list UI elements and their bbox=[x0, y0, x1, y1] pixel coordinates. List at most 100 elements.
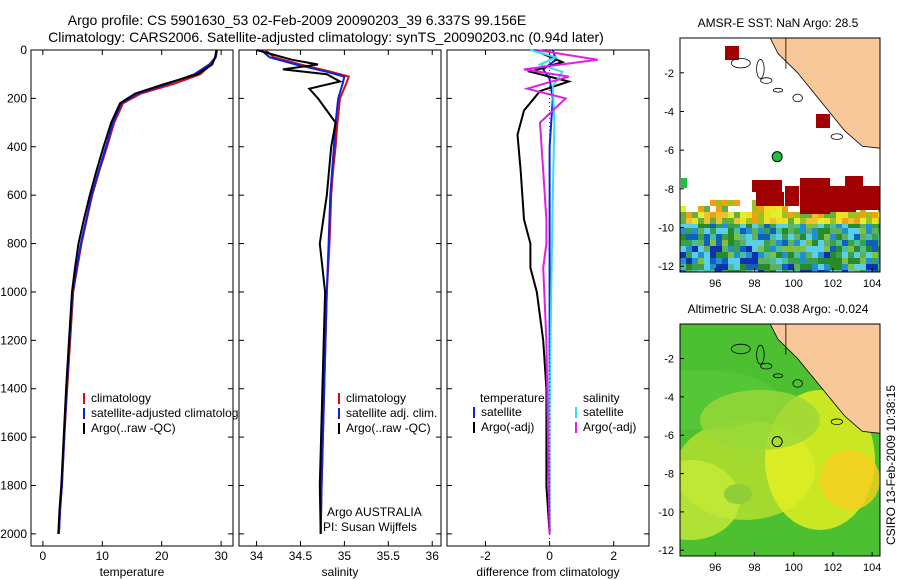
salinity-legend-entry: Argo(..raw -QC) bbox=[346, 421, 431, 435]
sst-cell bbox=[860, 252, 866, 258]
sst-cell bbox=[758, 258, 764, 264]
sst-cell bbox=[764, 228, 770, 234]
sst_map-argo-location-marker bbox=[771, 151, 783, 163]
sst-cell bbox=[788, 228, 794, 234]
sst-cell bbox=[722, 270, 728, 272]
sst-cell bbox=[836, 270, 842, 272]
sst-cell bbox=[722, 264, 728, 270]
sst-cell bbox=[788, 264, 794, 270]
sst-cell bbox=[806, 240, 812, 246]
sst-cell-warm bbox=[818, 212, 824, 218]
salinity-xtick-label: 34 bbox=[250, 549, 264, 563]
sst-cell bbox=[854, 222, 860, 228]
sst-cell bbox=[692, 252, 698, 258]
depth-tick-label: 800 bbox=[7, 237, 27, 251]
sst-cell bbox=[866, 240, 872, 246]
sst-cell-hot bbox=[826, 200, 856, 212]
sst_map-island bbox=[760, 77, 773, 84]
sst-cell bbox=[812, 264, 818, 270]
sst-cell bbox=[848, 270, 854, 272]
temperature-xtick-label: 30 bbox=[214, 549, 228, 563]
sst-cell bbox=[788, 246, 794, 252]
sst-cell bbox=[872, 264, 878, 270]
sst-cell-warm bbox=[800, 218, 806, 224]
sst-cell bbox=[866, 270, 872, 272]
sst-cell bbox=[842, 252, 848, 258]
temperature-series-argo-raw-qc- bbox=[57, 49, 218, 534]
sst-cell bbox=[830, 228, 836, 234]
difference-series-salinity-satellite bbox=[530, 49, 564, 534]
depth-tick-label: 400 bbox=[7, 140, 27, 154]
salinity-series-satellite-adj-clim- bbox=[260, 49, 346, 534]
sst-cell bbox=[758, 228, 764, 234]
sst-cell bbox=[758, 264, 764, 270]
sst-cell bbox=[848, 222, 854, 228]
difference-legend-entry: Argo(-adj) bbox=[583, 420, 636, 434]
sst-cell bbox=[770, 246, 776, 252]
sst-cell bbox=[770, 228, 776, 234]
sst-cell bbox=[716, 252, 722, 258]
sst-cell-warm bbox=[752, 218, 758, 224]
sst-cell bbox=[788, 234, 794, 240]
sla_map-ytick-label: -10 bbox=[658, 507, 674, 519]
sst-cell bbox=[728, 222, 734, 228]
depth-tick-label: 1400 bbox=[0, 382, 27, 396]
sst-cell-warm bbox=[704, 218, 710, 224]
sst-cell bbox=[686, 270, 692, 272]
sla-anomaly-blob bbox=[724, 484, 752, 504]
sst-cell bbox=[764, 234, 770, 240]
sst-cell bbox=[722, 234, 728, 240]
sst-cell bbox=[746, 228, 752, 234]
sst-cell bbox=[866, 264, 872, 270]
sst-cell-warm bbox=[758, 218, 764, 224]
sst_map-ytick-label: -10 bbox=[658, 223, 674, 235]
temperature-xtick-label: 0 bbox=[40, 549, 47, 563]
sst-cell bbox=[704, 228, 710, 234]
sst-cell-warm bbox=[872, 218, 878, 224]
sla_map-island bbox=[730, 343, 751, 355]
sst-cell-warm bbox=[692, 212, 698, 218]
sst-cell bbox=[866, 234, 872, 240]
depth-tick-label: 1000 bbox=[0, 285, 27, 299]
sst-cell-warm bbox=[710, 218, 716, 224]
sst-cell-warm bbox=[770, 206, 776, 212]
sst-cell bbox=[854, 228, 860, 234]
sst-cell bbox=[842, 228, 848, 234]
difference-series-salinity-argo-adj- bbox=[523, 49, 598, 534]
sst-cell-warm bbox=[680, 218, 686, 224]
sla-anomaly-blob bbox=[700, 390, 820, 450]
temperature-xtick-label: 20 bbox=[155, 549, 169, 563]
sst-cell bbox=[758, 270, 764, 272]
depth-tick-label: 0 bbox=[20, 43, 27, 57]
sst-cell bbox=[812, 258, 818, 264]
sst-cell bbox=[716, 270, 722, 272]
sla_map-island bbox=[756, 344, 765, 365]
sst-cell bbox=[746, 252, 752, 258]
sla_map-ytick-label: -8 bbox=[664, 469, 674, 481]
sst-cell bbox=[878, 240, 880, 246]
sst-cell bbox=[788, 222, 794, 228]
sst-cell bbox=[686, 222, 692, 228]
sst_map-ytick-label: -4 bbox=[664, 106, 674, 118]
sst-cell bbox=[734, 234, 740, 240]
sst-cell bbox=[848, 246, 854, 252]
sst-cell-warm bbox=[800, 212, 806, 218]
sst-cell bbox=[860, 246, 866, 252]
sst_map-title: AMSR-E SST: NaN Argo: 28.5 bbox=[698, 16, 859, 30]
sst-cell bbox=[698, 246, 704, 252]
sst-cell-warm bbox=[848, 212, 854, 218]
sst-cell bbox=[698, 264, 704, 270]
sst-cell bbox=[836, 228, 842, 234]
sst-cell bbox=[758, 222, 764, 228]
sst-cell bbox=[800, 252, 806, 258]
sst-cell bbox=[686, 228, 692, 234]
sst-cell-warm bbox=[722, 218, 728, 224]
sst-cell-warm bbox=[698, 206, 704, 212]
sst-cell bbox=[680, 246, 686, 252]
sst-cell bbox=[680, 240, 686, 246]
figure-title-line1: Argo profile: CS 5901630_53 02-Feb-2009 … bbox=[68, 12, 526, 28]
sst-cell bbox=[854, 240, 860, 246]
sst-cell bbox=[782, 252, 788, 258]
sst-cell bbox=[686, 252, 692, 258]
sst-cell bbox=[716, 258, 722, 264]
